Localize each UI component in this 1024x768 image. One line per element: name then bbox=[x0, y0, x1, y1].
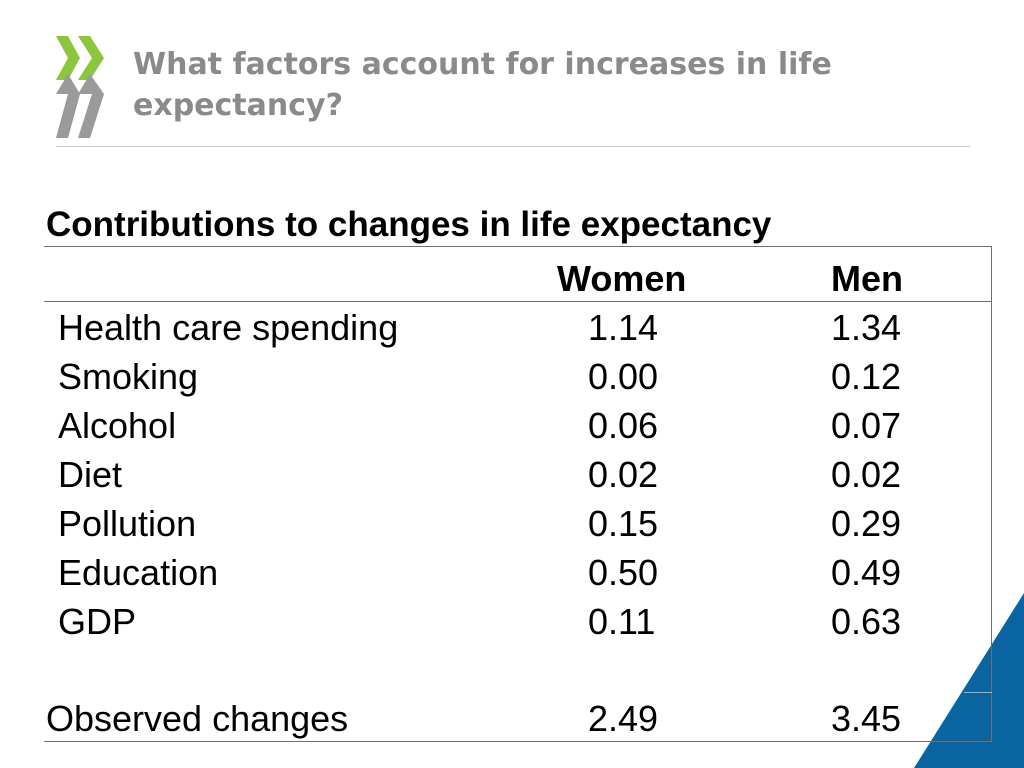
table-bottom-border bbox=[44, 741, 992, 742]
logo-green-chevron-left bbox=[56, 36, 80, 80]
row-women-value: 0.50 bbox=[588, 552, 659, 593]
corner-blue-shape bbox=[914, 593, 1024, 768]
row-women-value: 0.15 bbox=[588, 503, 659, 544]
row-women-value: 0.11 bbox=[588, 601, 656, 642]
table-row: Diet 0.02 0.02 bbox=[0, 452, 1024, 498]
table-top-border bbox=[44, 246, 992, 247]
logo-grey-chevron-left bbox=[56, 74, 80, 138]
corner-decoration-icon bbox=[914, 593, 1024, 768]
row-factor: Diet bbox=[58, 454, 123, 495]
row-men-value: 0.63 bbox=[831, 601, 902, 642]
logo-green-chevron-right bbox=[78, 36, 104, 80]
table-right-border bbox=[991, 246, 992, 741]
row-men-value: 0.49 bbox=[831, 552, 902, 593]
table-heading: Contributions to changes in life expecta… bbox=[46, 205, 772, 244]
table-row: Health care spending 1.14 1.34 bbox=[0, 305, 1024, 351]
total-label: Observed changes bbox=[46, 698, 349, 739]
row-men-value: 0.07 bbox=[831, 405, 902, 446]
table-row: Alcohol 0.06 0.07 bbox=[0, 403, 1024, 449]
table-row: Smoking 0.00 0.12 bbox=[0, 354, 1024, 400]
table-header-divider bbox=[44, 301, 992, 302]
row-factor: Alcohol bbox=[58, 405, 177, 446]
table-total-row: Observed changes 2.49 3.45 bbox=[0, 696, 1024, 742]
row-men-value: 1.34 bbox=[831, 307, 902, 348]
table-row: Education 0.50 0.49 bbox=[0, 550, 1024, 596]
total-women-value: 2.49 bbox=[588, 698, 659, 739]
table-row: GDP 0.11 0.63 bbox=[0, 599, 1024, 645]
row-factor: Education bbox=[58, 552, 219, 593]
row-women-value: 0.06 bbox=[588, 405, 659, 446]
logo-grey-chevron-right bbox=[78, 74, 104, 138]
total-men-value: 3.45 bbox=[831, 698, 902, 739]
column-header-women: Women bbox=[557, 258, 687, 299]
row-factor: GDP bbox=[58, 601, 137, 642]
column-header-men: Men bbox=[831, 258, 903, 299]
row-men-value: 0.29 bbox=[831, 503, 902, 544]
title-divider bbox=[56, 146, 970, 147]
table-row: Pollution 0.15 0.29 bbox=[0, 501, 1024, 547]
oecd-logo-icon bbox=[56, 36, 104, 138]
row-women-value: 1.14 bbox=[588, 307, 659, 348]
slide-title: What factors account for increases in li… bbox=[133, 47, 832, 123]
row-men-value: 0.02 bbox=[831, 454, 902, 495]
row-women-value: 0.00 bbox=[588, 356, 659, 397]
table-total-divider bbox=[964, 692, 992, 693]
row-factor: Smoking bbox=[58, 356, 199, 397]
row-men-value: 0.12 bbox=[831, 356, 902, 397]
row-factor: Health care spending bbox=[58, 307, 399, 348]
row-factor: Pollution bbox=[58, 503, 197, 544]
row-women-value: 0.02 bbox=[588, 454, 659, 495]
